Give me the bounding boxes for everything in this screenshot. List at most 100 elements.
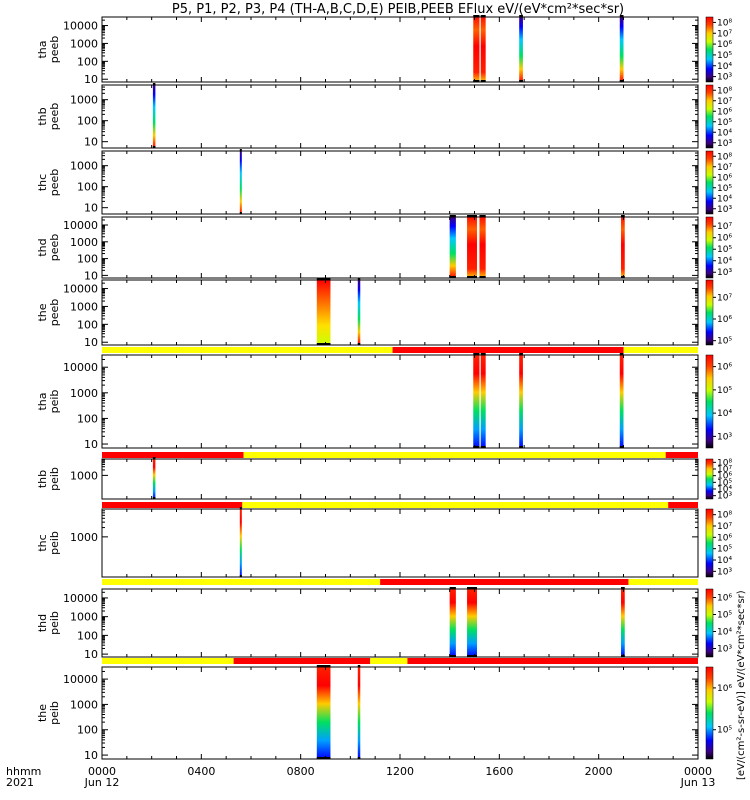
y-axis-label-probe: the: [36, 303, 49, 321]
colorbar-tick-label: 10⁶: [717, 533, 732, 543]
y-tick-label: 10: [84, 438, 98, 451]
mode-bar-segment: [668, 502, 698, 508]
burst-top-marker: [619, 15, 624, 17]
mode-bar-segment: [102, 452, 244, 458]
y-tick-label: 100: [77, 55, 98, 68]
mode-bar-segment: [233, 658, 371, 664]
y-tick-label: 100: [77, 253, 98, 266]
y-tick-label: 1000: [70, 611, 98, 624]
colorbar-tick-label: 10⁵: [717, 386, 732, 396]
x-tick-label: 1600: [485, 765, 513, 778]
y-tick-label: 100: [77, 115, 98, 128]
y-axis-label-product: peib: [48, 390, 61, 414]
spectrogram-burst: [357, 667, 361, 759]
colorbar-tick-label: 10⁴: [717, 485, 732, 495]
colorbar-tick-label: 10³: [717, 268, 732, 278]
x-tick-date: Jun 13: [680, 776, 716, 789]
y-tick-label: 10000: [63, 20, 98, 33]
burst-bottom-marker: [619, 446, 624, 448]
panel-frame: [101, 508, 699, 578]
colorbar: [705, 16, 714, 83]
burst-bottom-marker: [152, 497, 156, 499]
spectrogram-burst: [480, 17, 486, 82]
mode-bar-segment: [243, 452, 666, 458]
y-axis-label-probe: tha: [36, 392, 49, 410]
y-tick-label: 1000: [70, 387, 98, 400]
colorbar-tick-label: 10⁷: [717, 97, 732, 107]
y-tick-label: 1000: [70, 531, 98, 544]
spectrogram-burst: [621, 217, 625, 278]
spectrogram-burst: [467, 217, 477, 278]
burst-bottom-marker: [357, 343, 361, 345]
colorbar-tick-label: 10⁷: [717, 522, 732, 532]
y-axis-label-probe: thd: [36, 614, 49, 632]
y-axis-label-probe: tha: [36, 40, 49, 58]
burst-top-marker: [519, 353, 523, 355]
colorbar-tick-label: 10⁸: [717, 86, 732, 96]
colorbar-tick-label: 10⁷: [717, 163, 732, 173]
y-tick-label: 10: [84, 73, 98, 86]
y-axis-label-product: peeb: [48, 103, 61, 131]
colorbar-tick-label: 10⁶: [717, 107, 732, 117]
colorbar-tick-label: 10⁷: [717, 465, 732, 475]
colorbar-tick-label: 10³: [717, 492, 732, 502]
colorbar-tick-label: 10³: [717, 645, 732, 655]
y-axis-label-product: peib: [48, 611, 61, 635]
burst-bottom-marker: [619, 80, 624, 82]
y-axis-label-probe: the: [36, 704, 49, 722]
panel-tha-peib: 10000 1000 100 10 tha peib 10⁶ 10⁵ 10⁴ 10³: [36, 347, 732, 451]
y-tick-label: 1000: [70, 37, 98, 50]
mode-bar-segment: [102, 658, 234, 664]
y-tick-label: 10: [84, 648, 98, 661]
colorbar-tick-label: 10⁴: [717, 194, 732, 204]
spectrogram-burst: [316, 667, 331, 759]
mode-bar-segment: [623, 347, 698, 353]
mode-bar-segment: [370, 658, 408, 664]
spectrogram-burst: [467, 589, 477, 657]
y-axis-label-product: peeb: [48, 36, 61, 64]
colorbar: [705, 84, 714, 149]
panel-frame: [101, 150, 699, 215]
burst-top-marker: [239, 507, 242, 509]
spectrogram-burst: [152, 459, 156, 499]
panel-frame: [101, 279, 699, 346]
colorbar-tick-label: 10⁶: [717, 684, 732, 694]
burst-top-marker: [467, 587, 477, 589]
y-axis-label-product: peeb: [48, 299, 61, 327]
y-tick-label: 100: [77, 181, 98, 194]
x-tick-label: 0000: [684, 765, 712, 778]
panel-frame: [101, 458, 699, 500]
burst-bottom-marker: [480, 80, 486, 82]
colorbar: [705, 588, 714, 658]
burst-top-marker: [621, 587, 625, 589]
mode-bar-segment: [392, 347, 624, 353]
burst-bottom-marker: [519, 446, 523, 448]
y-tick-label: 10000: [63, 673, 98, 686]
burst-bottom-marker: [357, 757, 361, 759]
burst-bottom-marker: [316, 343, 331, 345]
burst-top-marker: [357, 278, 361, 280]
y-axis-label-product: peib: [48, 467, 61, 491]
y-axis-label-probe: thd: [36, 238, 49, 256]
colorbar-tick-label: 10³: [717, 73, 732, 83]
y-axis-label-product: peeb: [48, 169, 61, 197]
burst-top-marker: [152, 457, 156, 459]
x-tick-label: 2000: [585, 765, 613, 778]
burst-bottom-marker: [479, 276, 486, 278]
colorbar-tick-label: 10⁶: [717, 472, 732, 482]
colorbar-tick-label: 10⁵: [717, 184, 732, 194]
burst-bottom-marker: [519, 80, 523, 82]
burst-bottom-marker: [467, 276, 477, 278]
panel-frame: [101, 354, 699, 449]
burst-top-marker: [621, 215, 625, 217]
colorbar-tick-label: 10⁸: [717, 18, 732, 28]
panel-the-peib: 10000 1000 100 10 the peib 10⁶ 10⁵: [36, 658, 732, 762]
colorbar-tick-label: 10⁵: [717, 726, 732, 736]
colorbar-tick-label: 10⁴: [717, 62, 732, 72]
spectrogram-burst: [519, 17, 523, 82]
